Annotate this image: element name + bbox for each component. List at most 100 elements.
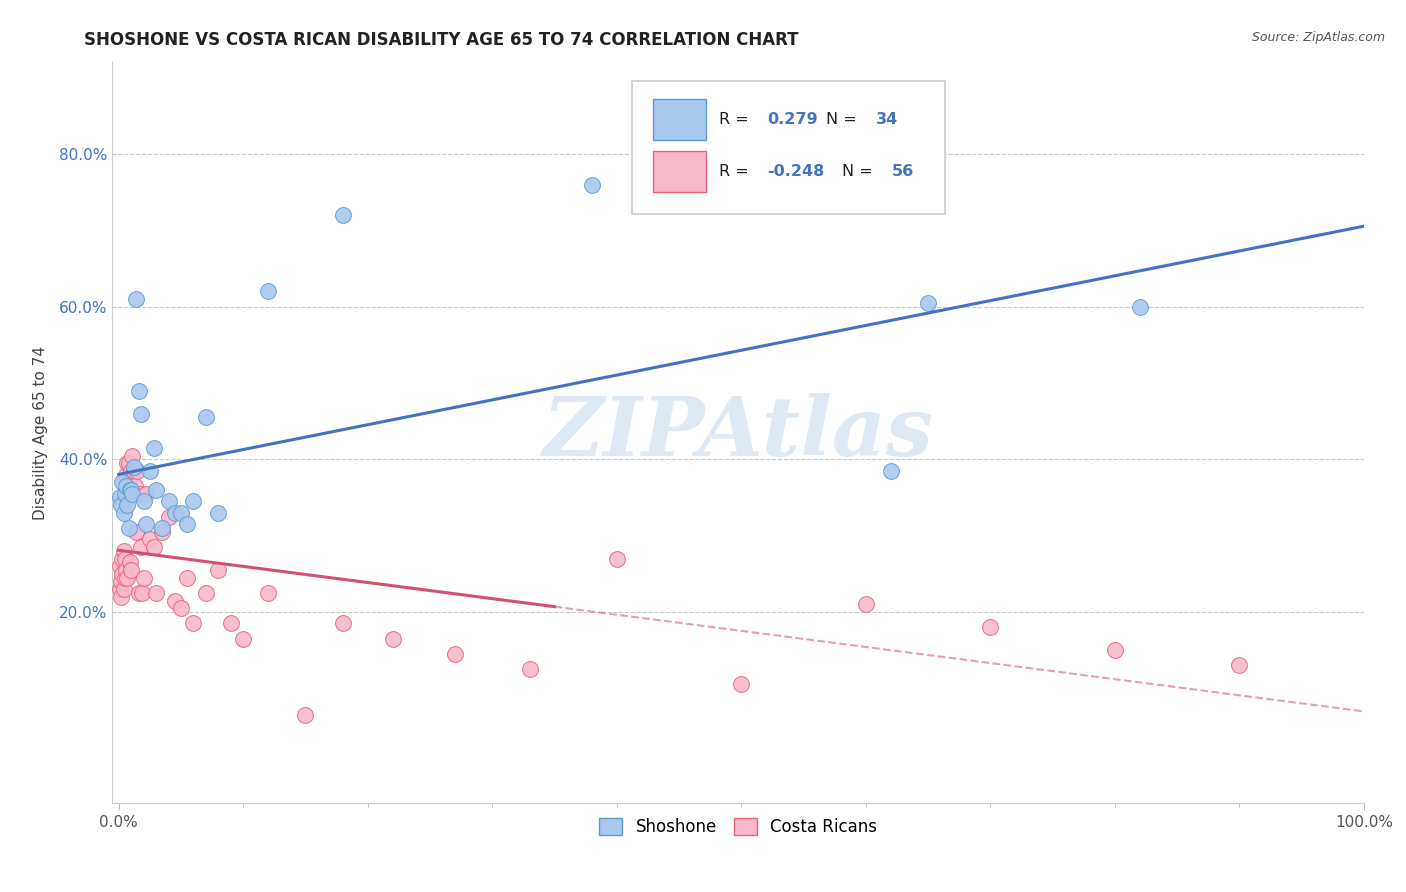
Point	[120, 563, 142, 577]
Point	[444, 647, 467, 661]
Point	[110, 498, 132, 512]
Point	[332, 616, 354, 631]
Point	[257, 586, 280, 600]
Text: Source: ZipAtlas.com: Source: ZipAtlas.com	[1251, 31, 1385, 45]
Point	[1227, 658, 1250, 673]
Point	[112, 582, 135, 596]
Point	[183, 494, 205, 508]
Point	[110, 590, 132, 604]
Point	[112, 506, 135, 520]
Point	[294, 708, 316, 723]
Text: N =: N =	[825, 112, 862, 127]
Point	[108, 582, 131, 596]
Text: ZIPAtlas: ZIPAtlas	[543, 392, 934, 473]
Point	[121, 486, 143, 500]
Point	[194, 410, 217, 425]
FancyBboxPatch shape	[652, 99, 706, 140]
Text: 0.279: 0.279	[766, 112, 817, 127]
Point	[124, 479, 146, 493]
Point	[1104, 643, 1126, 657]
Point	[129, 407, 152, 421]
Point	[122, 460, 145, 475]
Point	[1129, 300, 1152, 314]
Point	[163, 506, 186, 520]
Point	[117, 571, 139, 585]
Point	[118, 456, 141, 470]
Point	[115, 563, 138, 577]
Point	[730, 677, 752, 691]
Point	[170, 506, 193, 520]
Point	[139, 464, 162, 478]
Point	[879, 464, 901, 478]
Point	[114, 551, 136, 566]
Point	[163, 593, 186, 607]
Point	[128, 486, 150, 500]
Text: 56: 56	[891, 164, 914, 178]
Text: -0.248: -0.248	[766, 164, 824, 178]
Point	[135, 486, 157, 500]
Text: R =: R =	[720, 112, 754, 127]
Point	[121, 449, 143, 463]
Point	[332, 208, 354, 222]
Point	[127, 464, 149, 478]
Point	[381, 632, 404, 646]
Point	[142, 540, 165, 554]
Point	[110, 574, 132, 589]
Point	[118, 555, 141, 569]
Point	[128, 586, 150, 600]
Text: SHOSHONE VS COSTA RICAN DISABILITY AGE 65 TO 74 CORRELATION CHART: SHOSHONE VS COSTA RICAN DISABILITY AGE 6…	[84, 31, 799, 49]
FancyBboxPatch shape	[652, 152, 706, 192]
Point	[111, 551, 134, 566]
Point	[979, 620, 1001, 634]
FancyBboxPatch shape	[631, 81, 945, 214]
Legend: Shoshone, Costa Ricans: Shoshone, Costa Ricans	[592, 811, 884, 843]
Point	[157, 509, 180, 524]
Point	[118, 471, 141, 485]
Point	[170, 601, 193, 615]
Point	[257, 285, 280, 299]
Point	[142, 441, 165, 455]
Text: N =: N =	[842, 164, 877, 178]
Point	[114, 486, 136, 500]
Point	[125, 524, 148, 539]
Point	[120, 483, 142, 497]
Point	[207, 563, 229, 577]
Point	[128, 384, 150, 398]
Y-axis label: Disability Age 65 to 74: Disability Age 65 to 74	[32, 345, 48, 520]
Point	[917, 296, 939, 310]
Point	[176, 517, 198, 532]
Point	[855, 598, 877, 612]
Point	[232, 632, 254, 646]
Point	[108, 559, 131, 574]
Point	[219, 616, 242, 631]
Point	[111, 566, 134, 581]
Point	[194, 586, 217, 600]
Point	[118, 471, 141, 485]
Point	[606, 551, 628, 566]
Point	[131, 586, 153, 600]
Point	[122, 464, 145, 478]
Point	[132, 494, 155, 508]
Point	[115, 467, 138, 482]
Point	[129, 540, 152, 554]
Point	[157, 494, 180, 508]
Text: 34: 34	[876, 112, 898, 127]
Point	[115, 479, 138, 493]
Point	[145, 586, 167, 600]
Point	[125, 292, 148, 306]
Point	[112, 544, 135, 558]
Text: R =: R =	[720, 164, 754, 178]
Point	[176, 571, 198, 585]
Point	[150, 521, 173, 535]
Point	[135, 517, 157, 532]
Point	[183, 616, 205, 631]
Point	[207, 506, 229, 520]
Point	[114, 571, 136, 585]
Point	[581, 178, 603, 192]
Point	[118, 483, 141, 497]
Point	[117, 498, 139, 512]
Point	[111, 475, 134, 490]
Point	[120, 464, 142, 478]
Point	[145, 483, 167, 497]
Point	[108, 491, 131, 505]
